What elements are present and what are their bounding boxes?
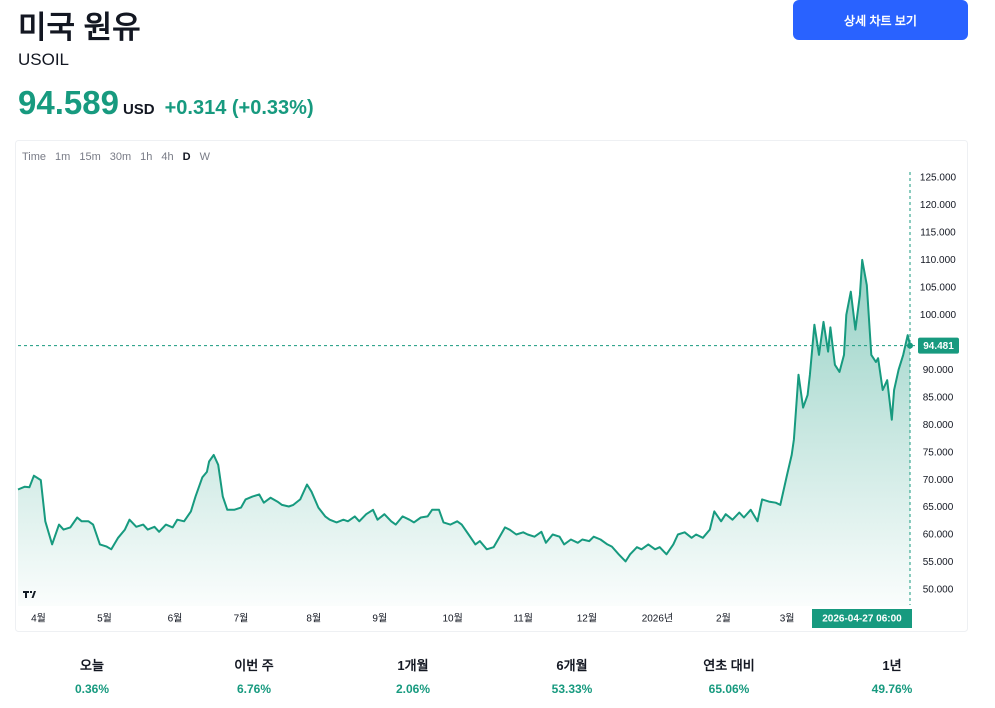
x-tick-label: 2월: [716, 613, 731, 625]
last-price-label: 94.481: [923, 341, 954, 352]
x-tick-label: 8월: [306, 613, 321, 625]
stats: 오늘 0.36% 이번 주 6.76% 1개월 2.06% 6개월 53.33% 연초 대비 65…: [0, 655, 995, 705]
stat-value: 53.33%: [551, 682, 593, 696]
y-tick-label: 80.000: [923, 420, 954, 431]
timeframe-button[interactable]: W: [200, 151, 211, 163]
x-tick-label: 3월: [780, 613, 795, 625]
timeframe-button[interactable]: 30m: [110, 151, 131, 163]
stat-label: 6개월: [556, 658, 588, 673]
timeframe-button[interactable]: D: [183, 151, 191, 163]
last-price-dot: [907, 342, 913, 349]
currency: USD: [122, 101, 155, 118]
y-tick-label: 110.000: [920, 255, 956, 266]
y-tick-label: 90.000: [923, 365, 954, 376]
price: 94.589: [18, 84, 119, 121]
stat: 6개월 53.33%: [502, 655, 642, 696]
x-tick-label: 5월: [97, 613, 112, 625]
stat: 오늘 0.36%: [22, 655, 162, 696]
stat-label: 이번 주: [234, 658, 274, 673]
change: +0.314 (+0.33%): [164, 97, 314, 119]
stat-label: 연초 대비: [703, 658, 755, 673]
price-line: [17, 258, 911, 563]
area-fill: [18, 259, 910, 606]
stat: 1년 49.76%: [822, 655, 962, 696]
title: 미국 원유: [18, 10, 141, 45]
y-tick-label: 65.000: [923, 502, 954, 513]
y-tick-label: 50.000: [923, 585, 954, 596]
y-tick-label: 120.000: [920, 200, 957, 211]
timeframe-button[interactable]: 1h: [140, 151, 152, 163]
x-tick-label: 7월: [234, 613, 249, 625]
stat: 1개월 2.06%: [343, 655, 483, 696]
symbol: USOIL: [18, 50, 70, 69]
x-tick-label: 4월: [31, 613, 46, 625]
price-row: 94.589 USD +0.314 (+0.33%): [18, 84, 314, 122]
y-tick-label: 105.000: [920, 283, 957, 294]
timeframe-button[interactable]: 4h: [161, 151, 173, 163]
y-tick-label: 70.000: [923, 475, 954, 486]
stat-value: 65.06%: [708, 682, 750, 696]
stat-label: 1년: [882, 658, 902, 673]
stat: 연초 대비 65.06%: [659, 655, 799, 696]
stat-value: 0.36%: [74, 682, 110, 696]
stat-value: 2.06%: [395, 682, 431, 696]
stat-value: 6.76%: [236, 682, 272, 696]
timeframe-button[interactable]: 15m: [79, 151, 100, 163]
timeframe-button[interactable]: 1m: [55, 151, 70, 163]
x-tick-label: 11월: [513, 613, 533, 625]
detail-chart-button[interactable]: 상세 차트 보기: [793, 0, 968, 40]
stat-label: 1개월: [397, 658, 429, 673]
y-tick-label: 125.000: [920, 173, 957, 184]
x-tick-label: 10월: [442, 613, 462, 625]
x-tick-label: 6월: [168, 613, 183, 625]
timeframe-button[interactable]: Time: [22, 151, 46, 163]
stat-value: 49.76%: [871, 682, 913, 696]
y-tick-label: 75.000: [923, 447, 954, 458]
x-tick-label: 9월: [372, 613, 387, 625]
x-tick-label: 2026년: [642, 613, 673, 625]
chart: Time 1m 15m 30m 1h 4h D W 50.000 55.000 60.000 65.0…: [15, 140, 968, 632]
cursor-date-box: [812, 609, 912, 628]
y-tick-label: 100.000: [920, 310, 957, 321]
last-price-box: [918, 337, 959, 354]
y-tick-label: 115.000: [920, 228, 956, 239]
y-tick-label: 85.000: [923, 392, 954, 403]
x-tick-label: 12월: [577, 613, 597, 625]
cursor-date-label: 2026-04-27 06:00: [822, 614, 902, 625]
stat: 이번 주 6.76%: [184, 655, 324, 696]
y-tick-label: 55.000: [923, 557, 954, 568]
y-tick-label: 60.000: [923, 530, 954, 541]
stat-label: 오늘: [80, 658, 104, 673]
